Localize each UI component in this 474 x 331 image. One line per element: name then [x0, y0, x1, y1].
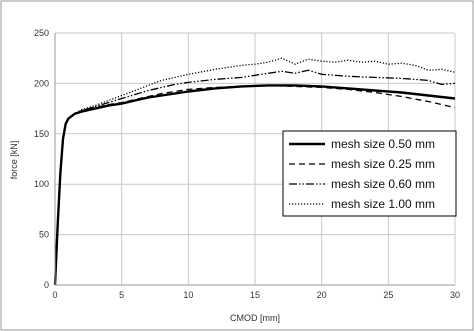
series-line-3	[54, 57, 456, 286]
x-tick-label-1: 5	[119, 290, 124, 300]
y-tick-label-3: 150	[34, 129, 49, 139]
data-series	[53, 57, 456, 286]
legend: mesh size 0.50 mm mesh size 0.25 mm mesh…	[282, 130, 457, 217]
legend-label-1: mesh size 0.25 mm	[331, 157, 435, 171]
x-tick-label-5: 25	[383, 290, 393, 300]
tick-labels: 0 5 10 15 20 25 30 0 50 100 150 200 250	[34, 28, 460, 300]
legend-label-3: mesh size 1.00 mm	[331, 197, 435, 211]
x-axis-title: CMOD [mm]	[230, 313, 280, 323]
y-tick-label-4: 200	[34, 78, 49, 88]
legend-label-0: mesh size 0.50 mm	[331, 137, 435, 151]
y-tick-label-1: 50	[39, 230, 49, 240]
x-tick-label-6: 30	[450, 290, 460, 300]
y-axis-title: force [kN]	[9, 141, 19, 180]
axes	[54, 33, 455, 286]
x-tick-label-4: 20	[317, 290, 327, 300]
series-line-2	[54, 69, 456, 286]
legend-label-2: mesh size 0.60 mm	[331, 177, 435, 191]
x-tick-label-0: 0	[52, 290, 57, 300]
x-tick-label-3: 15	[250, 290, 260, 300]
y-tick-label-0: 0	[44, 280, 49, 290]
y-tick-label-2: 100	[34, 179, 49, 189]
x-tick-label-2: 10	[183, 290, 193, 300]
y-tick-label-5: 250	[34, 28, 49, 38]
